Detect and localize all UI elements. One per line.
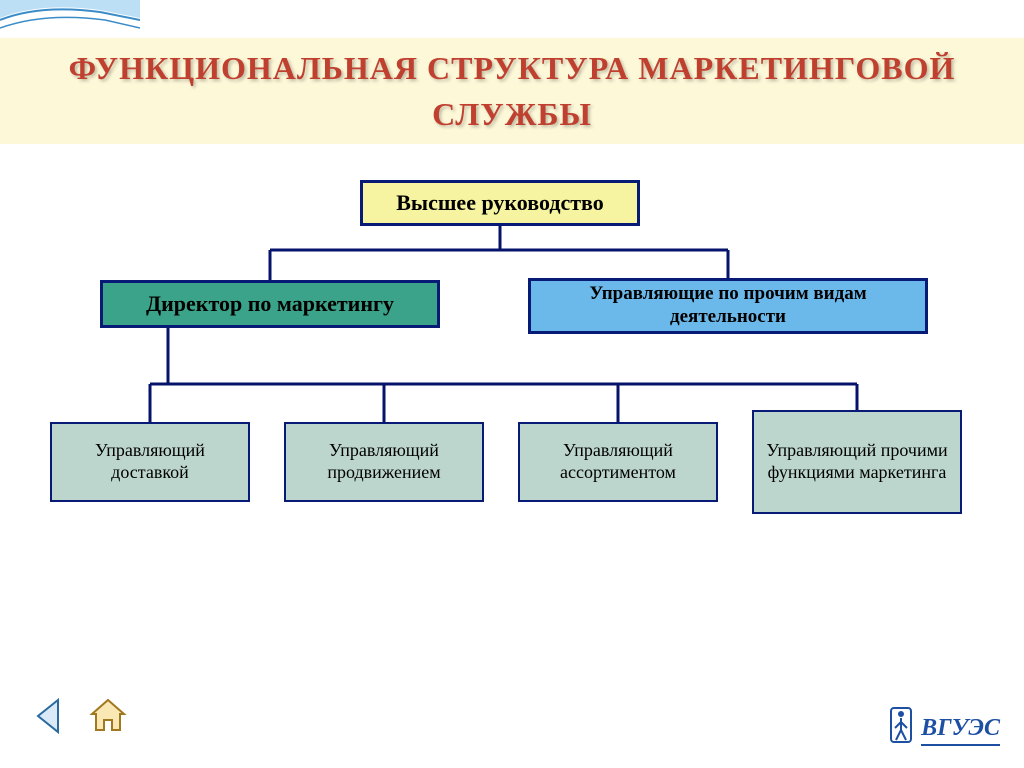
node-f1: Управляющий доставкой — [50, 422, 250, 502]
title-band: ФУНКЦИОНАЛЬНАЯ СТРУКТУРА МАРКЕТИНГОВОЙ С… — [0, 38, 1024, 144]
slide-title: ФУНКЦИОНАЛЬНАЯ СТРУКТУРА МАРКЕТИНГОВОЙ С… — [60, 45, 964, 138]
footer-logo: ВГУЭС — [887, 700, 1000, 746]
corner-logo — [0, 0, 140, 40]
node-dir_marketing: Директор по маркетингу — [100, 280, 440, 328]
footer-text: ВГУЭС — [921, 715, 1000, 742]
org-chart: Высшее руководство Директор по маркетингу… — [0, 170, 1024, 650]
node-top: Высшее руководство — [360, 180, 640, 226]
home-button[interactable] — [86, 694, 130, 738]
node-f4: Управляющий прочими функциями маркетинга — [752, 410, 962, 514]
nav-buttons — [30, 694, 130, 738]
node-f3: Управляющий ассортиментом — [518, 422, 718, 502]
back-button[interactable] — [30, 694, 74, 738]
node-f2: Управляющий продвижением — [284, 422, 484, 502]
footer-underline — [921, 744, 1000, 746]
node-other_mgmt: Управляющие по прочим видам деятельности — [528, 278, 928, 334]
